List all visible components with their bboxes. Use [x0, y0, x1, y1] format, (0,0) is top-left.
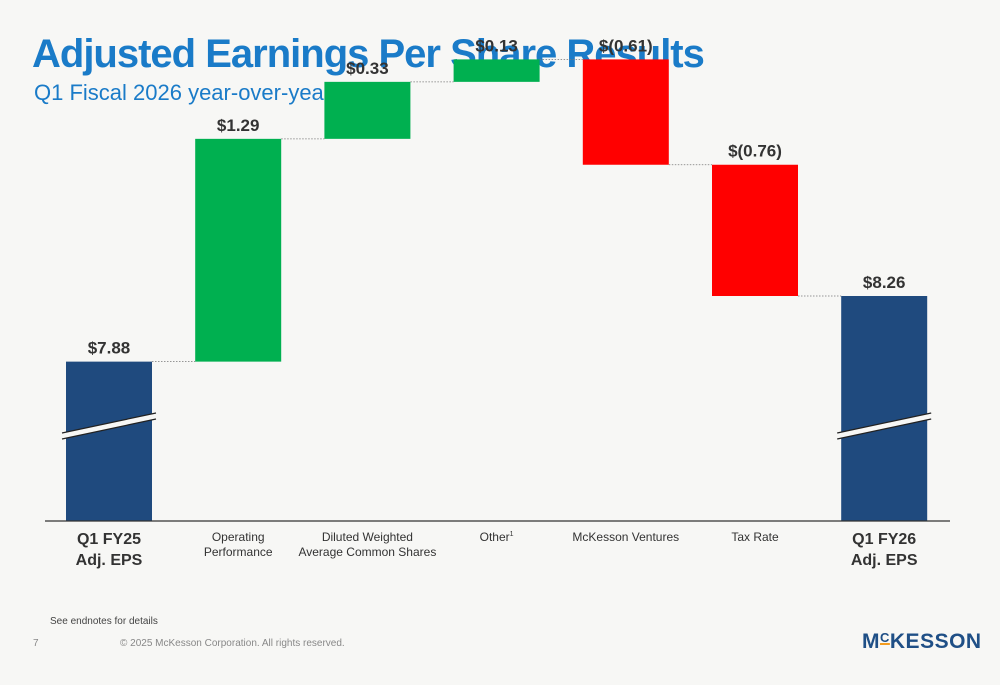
category-label: Diluted Weighted — [322, 530, 413, 544]
increase-bar — [453, 59, 540, 82]
copyright-text: © 2025 McKesson Corporation. All rights … — [120, 638, 345, 649]
category-label: Adj. EPS — [76, 552, 143, 569]
total-bar — [841, 296, 928, 521]
category-label: Other1 — [480, 530, 514, 544]
axis-break-line — [61, 412, 157, 434]
increase-bar — [195, 138, 282, 362]
category-label: McKesson Ventures — [572, 530, 679, 544]
category-label: Q1 FY25 — [77, 531, 141, 548]
data-label: $7.88 — [88, 339, 131, 358]
data-label: $0.33 — [346, 59, 389, 78]
category-label: Adj. EPS — [851, 552, 918, 569]
decrease-bar — [712, 164, 798, 296]
data-label: $(0.76) — [728, 142, 782, 161]
category-label: Average Common Shares — [298, 545, 436, 559]
data-label: $8.26 — [863, 273, 906, 292]
category-label: Q1 FY26 — [852, 531, 916, 548]
waterfall-chart: $7.88 $1.29 $0.33 $0.13 $(0.61) $(0.76) $8.26 Q… — [45, 36, 950, 569]
axis-break-line — [837, 418, 932, 440]
data-label: $0.13 — [475, 36, 518, 55]
decrease-bar — [582, 59, 669, 165]
category-label: Operating — [212, 530, 265, 544]
endnotes-note: See endnotes for details — [50, 616, 158, 627]
page-number: 7 — [33, 638, 39, 649]
category-label: Tax Rate — [731, 530, 779, 544]
axis-break-line — [837, 412, 932, 434]
total-bar — [66, 361, 152, 521]
data-label: $1.29 — [217, 116, 260, 135]
data-label: $(0.61) — [599, 36, 653, 55]
increase-bar — [324, 81, 411, 139]
axis-break-gap — [837, 413, 932, 439]
page-subtitle: Q1 Fiscal 2026 year-over-year — [34, 80, 332, 105]
axis-break-gap — [62, 413, 156, 439]
category-label: Performance — [204, 545, 273, 559]
axis-break-line — [61, 418, 157, 440]
footnote-superscript: 1 — [510, 531, 514, 538]
mckesson-logo: MCKESSON — [862, 630, 982, 653]
